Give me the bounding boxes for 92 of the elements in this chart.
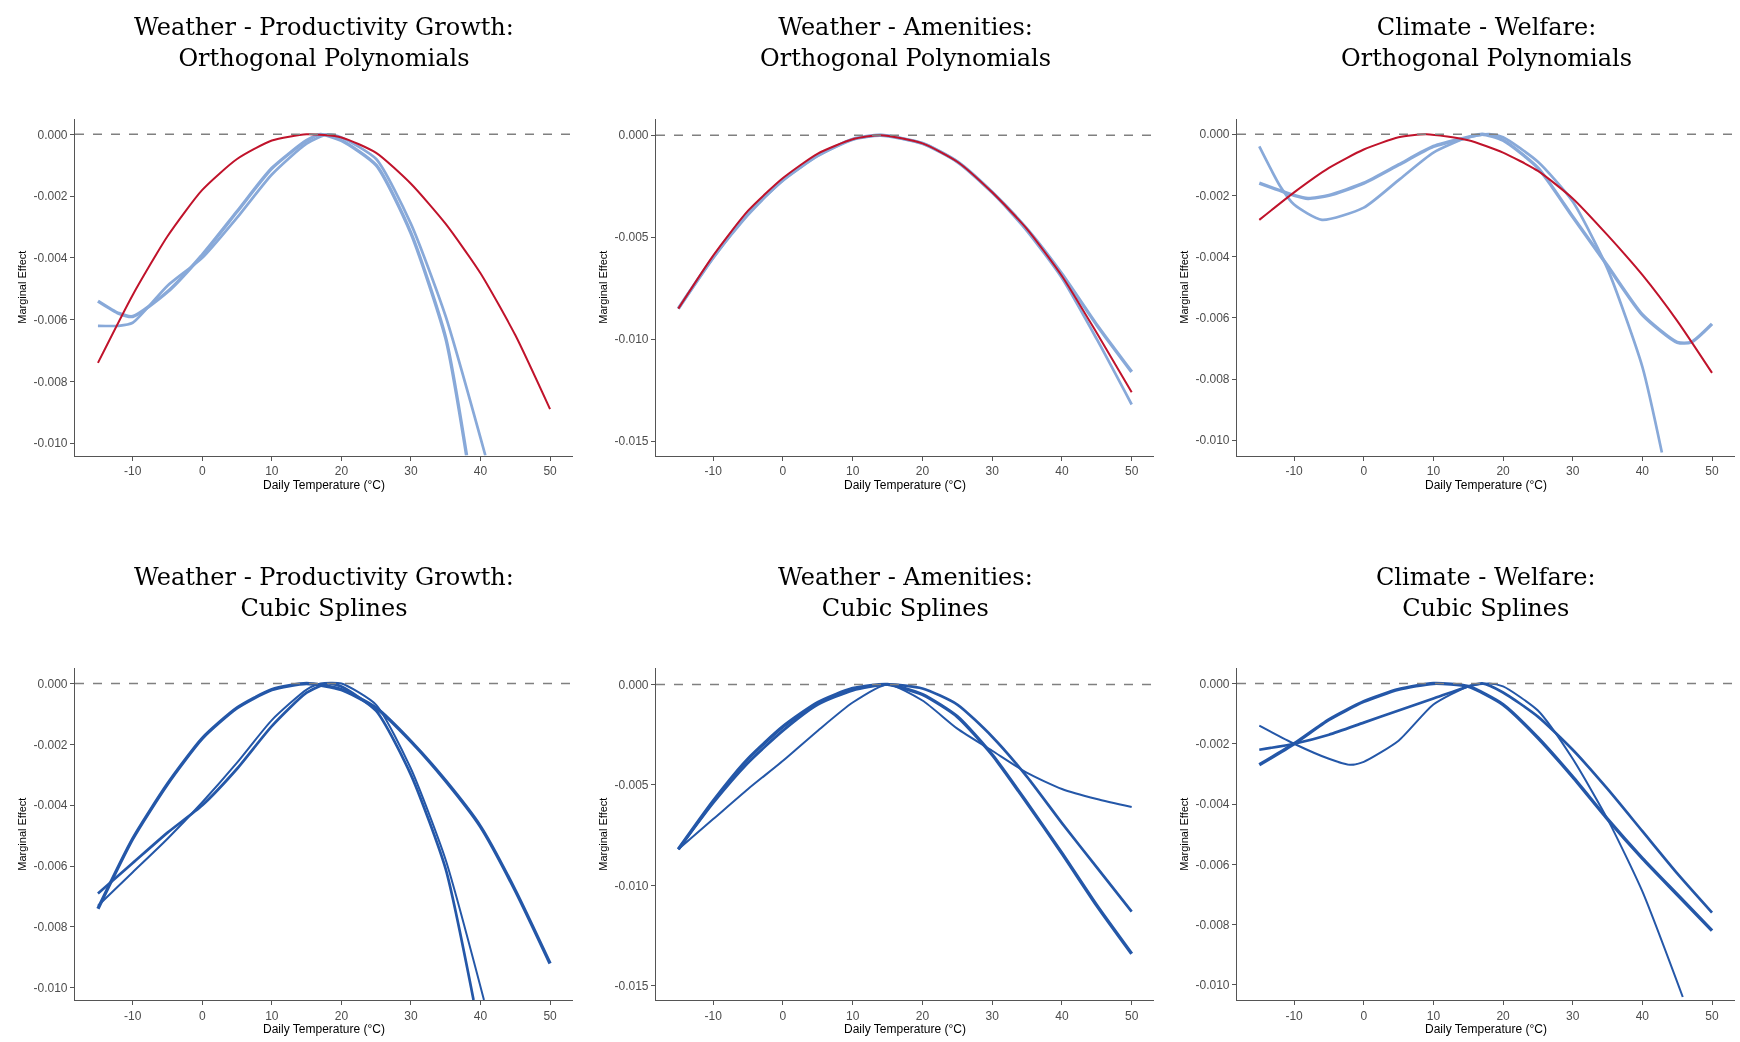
y-tick-label: -0.005 xyxy=(614,230,649,245)
x-tick-label: 40 xyxy=(1635,1008,1650,1023)
x-tick-label: 0 xyxy=(198,1008,206,1023)
y-tick-label: -0.010 xyxy=(614,332,649,347)
y-tick-label: -0.008 xyxy=(1195,917,1230,932)
x-tick-label: 10 xyxy=(846,1008,860,1023)
x-axis-title: Daily Temperature (°C) xyxy=(1425,478,1547,492)
x-tick-label: 10 xyxy=(1426,464,1441,478)
x-tick-label: 20 xyxy=(915,1008,930,1023)
x-tick-label: 10 xyxy=(265,464,279,478)
x-axis-title: Daily Temperature (°C) xyxy=(844,1022,966,1037)
y-tick-label: -0.008 xyxy=(33,374,68,389)
y-tick-label: -0.004 xyxy=(1195,249,1230,264)
x-tick-label: 0 xyxy=(1360,464,1368,478)
x-tick-label: 20 xyxy=(334,464,349,478)
x-tick-label: -10 xyxy=(1285,464,1304,478)
chart-title: Climate - Welfare: Orthogonal Polynomials xyxy=(1341,13,1633,73)
x-tick-label: 30 xyxy=(1566,1008,1580,1023)
y-tick-label: 0.000 xyxy=(37,676,68,691)
x-axis-title: Daily Temperature (°C) xyxy=(263,478,385,492)
x-tick-label: -10 xyxy=(124,464,142,478)
x-tick-label: -10 xyxy=(704,1008,723,1023)
chart-title: Climate - Welfare: Cubic Splines xyxy=(1376,563,1596,623)
y-tick-label: -0.006 xyxy=(33,859,68,874)
y-tick-label: -0.015 xyxy=(614,434,649,449)
chart-title: Weather - Amenities: Orthogonal Polynomials xyxy=(760,13,1052,73)
x-tick-label: 0 xyxy=(779,1008,787,1023)
y-tick-label: -0.010 xyxy=(33,436,68,451)
x-axis-title: Daily Temperature (°C) xyxy=(844,478,966,492)
x-tick-label: 40 xyxy=(1055,464,1069,478)
chart-title: Weather - Amenities: Cubic Splines xyxy=(778,563,1033,623)
y-tick-label: 0.000 xyxy=(1199,127,1230,142)
y-tick-label: -0.010 xyxy=(1195,433,1230,448)
x-tick-label: -10 xyxy=(1285,1008,1304,1023)
y-tick-label: 0.000 xyxy=(618,677,649,692)
x-tick-label: 30 xyxy=(404,464,418,478)
x-tick-label: 0 xyxy=(779,464,787,478)
y-tick-label: 0.000 xyxy=(37,127,68,142)
x-tick-label: 30 xyxy=(404,1008,418,1023)
y-tick-label: -0.006 xyxy=(33,312,68,327)
y-axis-title: Marginal Effect xyxy=(597,797,610,871)
x-tick-label: 10 xyxy=(846,464,860,478)
y-tick-label: -0.010 xyxy=(614,878,649,893)
x-tick-label: 30 xyxy=(985,464,1000,478)
x-tick-label: 30 xyxy=(985,1008,1000,1023)
x-tick-label: 20 xyxy=(1496,1008,1511,1023)
x-tick-label: 50 xyxy=(1125,1008,1139,1023)
x-axis-title: Daily Temperature (°C) xyxy=(1425,1022,1547,1037)
x-tick-label: 40 xyxy=(1055,1008,1069,1023)
x-tick-label: 50 xyxy=(543,464,558,478)
y-axis-title: Marginal Effect xyxy=(1178,797,1191,871)
x-tick-label: 30 xyxy=(1566,464,1580,478)
y-axis-title: Marginal Effect xyxy=(16,250,29,324)
x-tick-label: 0 xyxy=(1360,1008,1368,1023)
chart-title: Weather - Productivity Growth: Cubic Splines xyxy=(134,563,514,623)
x-tick-label: 40 xyxy=(1635,464,1650,478)
y-tick-label: -0.008 xyxy=(1195,372,1230,387)
x-tick-label: 50 xyxy=(1705,464,1720,478)
x-tick-label: 10 xyxy=(265,1008,279,1023)
y-tick-label: -0.010 xyxy=(33,981,68,996)
y-tick-label: -0.005 xyxy=(614,778,649,793)
y-tick-label: 0.000 xyxy=(1199,676,1230,691)
y-tick-label: 0.000 xyxy=(618,128,649,143)
x-tick-label: 40 xyxy=(473,1008,488,1023)
x-tick-label: 20 xyxy=(334,1008,349,1023)
x-tick-label: 40 xyxy=(473,464,488,478)
x-tick-label: 50 xyxy=(1705,1008,1720,1023)
y-tick-label: -0.002 xyxy=(33,189,68,204)
y-tick-label: -0.015 xyxy=(614,979,649,994)
y-tick-label: -0.002 xyxy=(1195,188,1230,203)
y-tick-label: -0.004 xyxy=(33,251,68,266)
x-tick-label: 10 xyxy=(1426,1008,1441,1023)
y-tick-label: -0.002 xyxy=(1195,736,1230,751)
x-axis-title: Daily Temperature (°C) xyxy=(263,1022,385,1037)
x-tick-label: 20 xyxy=(1496,464,1511,478)
y-tick-label: -0.004 xyxy=(1195,797,1230,812)
y-axis-title: Marginal Effect xyxy=(597,250,610,324)
x-tick-label: 50 xyxy=(543,1008,558,1023)
x-tick-label: 50 xyxy=(1125,464,1139,478)
x-tick-label: 0 xyxy=(198,464,206,478)
y-tick-label: -0.010 xyxy=(1195,978,1230,993)
x-tick-label: -10 xyxy=(704,464,723,478)
y-tick-label: -0.006 xyxy=(1195,857,1230,872)
y-axis-title: Marginal Effect xyxy=(1178,250,1191,324)
x-tick-label: 20 xyxy=(915,464,930,478)
y-tick-label: -0.004 xyxy=(33,798,68,813)
y-tick-label: -0.002 xyxy=(33,737,68,752)
chart-title: Weather - Productivity Growth: Orthogonal Polynomials xyxy=(134,13,514,73)
y-tick-label: -0.008 xyxy=(33,920,68,935)
y-axis-title: Marginal Effect xyxy=(16,797,29,871)
y-tick-label: -0.006 xyxy=(1195,311,1230,325)
x-tick-label: -10 xyxy=(124,1008,142,1023)
